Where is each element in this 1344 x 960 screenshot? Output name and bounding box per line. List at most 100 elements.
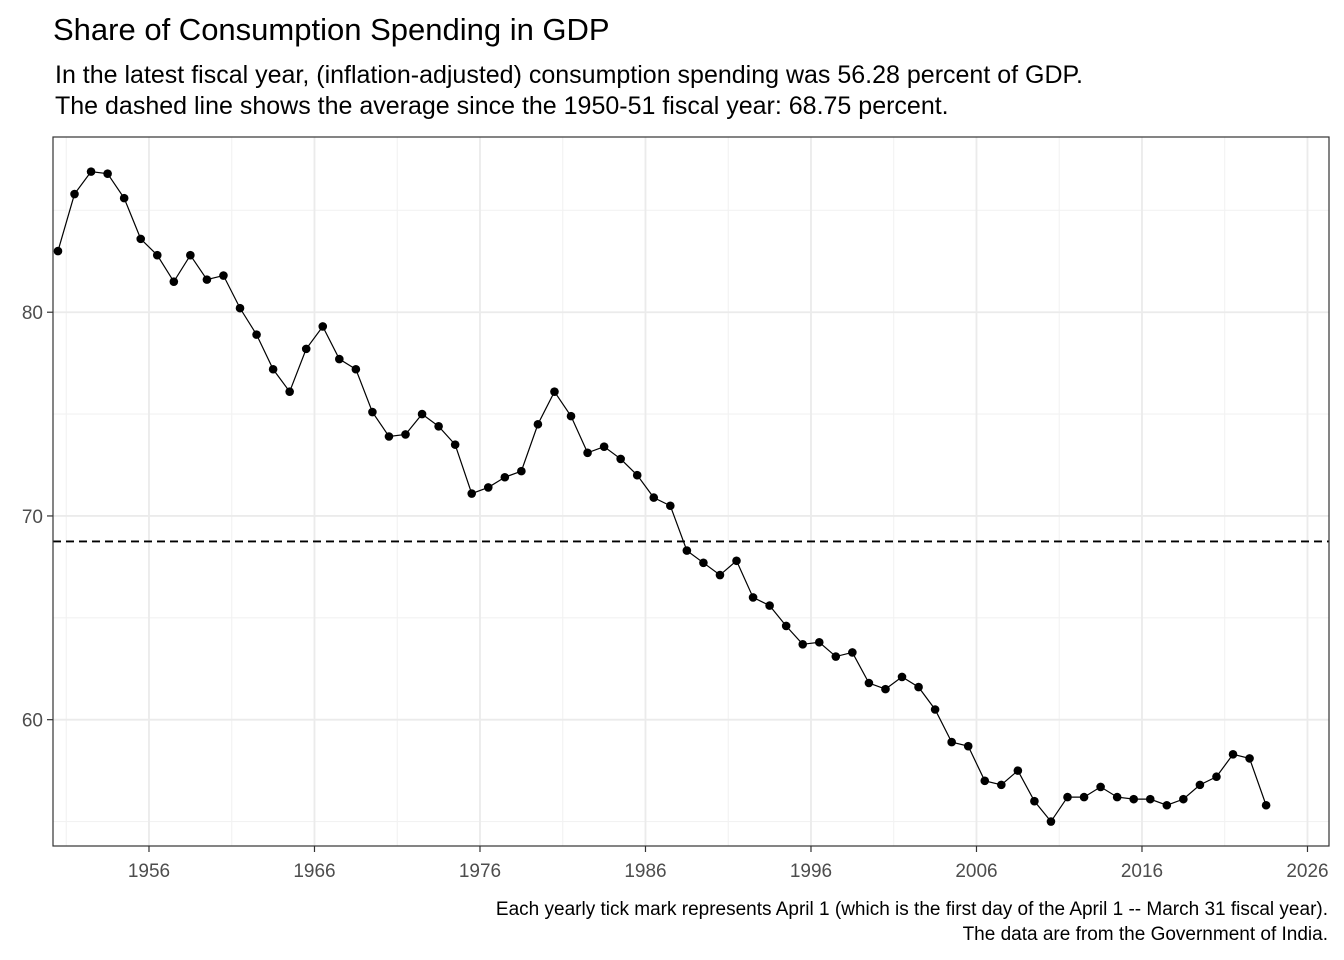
data-point bbox=[301, 344, 311, 354]
data-point bbox=[417, 409, 427, 419]
series-line-group bbox=[57, 171, 1267, 823]
data-point bbox=[1013, 766, 1023, 775]
data-point bbox=[533, 419, 543, 429]
data-point bbox=[1046, 817, 1056, 826]
data-point bbox=[1162, 800, 1172, 810]
data-point bbox=[351, 364, 361, 374]
data-point bbox=[335, 354, 344, 364]
data-point bbox=[483, 483, 493, 492]
panel-border bbox=[52, 136, 1330, 847]
y-tick-label: 70 bbox=[22, 507, 43, 528]
data-point bbox=[814, 637, 824, 647]
data-point bbox=[864, 678, 874, 688]
data-point bbox=[566, 411, 576, 421]
data-point bbox=[103, 169, 112, 178]
x-tick-label: 1986 bbox=[624, 861, 666, 882]
data-point bbox=[434, 422, 443, 431]
x-tick-label: 1996 bbox=[790, 861, 832, 882]
caption-line-2: The data are from the Government of Indi… bbox=[962, 924, 1328, 945]
axis-ticks bbox=[47, 311, 1309, 852]
data-point bbox=[748, 593, 758, 602]
data-point bbox=[1179, 794, 1188, 804]
data-point bbox=[632, 470, 642, 480]
data-point bbox=[1063, 792, 1072, 802]
data-point bbox=[1245, 754, 1254, 763]
data-point bbox=[550, 387, 559, 396]
data-point bbox=[881, 684, 890, 694]
data-point bbox=[368, 407, 377, 417]
data-point bbox=[268, 364, 278, 374]
data-point bbox=[517, 466, 526, 476]
data-point bbox=[202, 275, 212, 284]
data-point bbox=[152, 250, 162, 260]
data-point bbox=[765, 601, 774, 610]
data-point bbox=[666, 501, 675, 511]
data-point bbox=[70, 189, 79, 199]
y-tick-label: 60 bbox=[22, 711, 43, 732]
x-tick-label: 2016 bbox=[1121, 861, 1163, 882]
data-point bbox=[1129, 794, 1139, 804]
grid-minor bbox=[53, 137, 1329, 846]
caption-line-1: Each yearly tick mark represents April 1… bbox=[495, 899, 1328, 920]
chart-title: Share of Consumption Spending in GDP bbox=[53, 12, 610, 47]
data-point bbox=[963, 741, 973, 751]
data-point bbox=[500, 472, 510, 482]
data-point bbox=[136, 234, 146, 244]
data-point bbox=[169, 277, 179, 286]
data-point bbox=[1079, 792, 1089, 802]
data-point bbox=[1145, 794, 1155, 804]
data-point bbox=[252, 330, 261, 339]
data-point bbox=[1112, 792, 1122, 802]
data-point bbox=[980, 776, 990, 786]
data-point bbox=[599, 442, 609, 451]
x-tick-label: 1956 bbox=[128, 861, 170, 882]
y-tick-label: 80 bbox=[22, 303, 43, 324]
data-point bbox=[1212, 772, 1221, 782]
series-line bbox=[57, 171, 1267, 823]
data-point bbox=[53, 246, 63, 256]
data-point bbox=[831, 652, 841, 661]
data-point bbox=[119, 193, 129, 203]
x-tick-label: 2006 bbox=[955, 861, 997, 882]
data-point bbox=[1195, 780, 1205, 790]
data-point bbox=[914, 682, 923, 692]
data-point bbox=[649, 493, 659, 502]
subtitle-line-2: The dashed line shows the average since … bbox=[55, 92, 949, 120]
data-point bbox=[219, 271, 228, 280]
data-point bbox=[1030, 796, 1039, 806]
data-point bbox=[930, 705, 940, 714]
data-point bbox=[848, 648, 857, 657]
data-point bbox=[285, 387, 294, 396]
data-point bbox=[235, 303, 245, 313]
chart-subtitle: In the latest fiscal year, (inflation-ad… bbox=[55, 60, 1083, 122]
data-point bbox=[1261, 800, 1271, 810]
data-point bbox=[616, 454, 625, 464]
data-point bbox=[583, 448, 592, 458]
data-point bbox=[732, 556, 741, 566]
data-point bbox=[318, 322, 328, 331]
data-point bbox=[798, 640, 808, 649]
data-point bbox=[1228, 750, 1238, 759]
data-point bbox=[699, 558, 708, 568]
data-point bbox=[947, 737, 956, 747]
data-point bbox=[997, 780, 1006, 790]
x-tick-label: 1966 bbox=[293, 861, 335, 882]
x-tick-label: 2026 bbox=[1286, 861, 1328, 882]
data-point bbox=[715, 570, 725, 580]
data-point bbox=[467, 489, 477, 498]
grid-major bbox=[53, 137, 1329, 846]
data-point bbox=[450, 440, 460, 449]
data-point bbox=[186, 250, 195, 260]
data-point bbox=[1096, 782, 1105, 792]
series-points-group bbox=[53, 167, 1271, 826]
chart-caption: Each yearly tick mark represents April 1… bbox=[496, 897, 1328, 947]
data-point bbox=[384, 432, 394, 441]
data-point bbox=[682, 546, 692, 555]
subtitle-line-1: In the latest fiscal year, (inflation-ad… bbox=[55, 61, 1083, 89]
x-tick-label: 1976 bbox=[459, 861, 501, 882]
data-point bbox=[401, 430, 410, 439]
data-point bbox=[86, 167, 96, 176]
data-point bbox=[781, 621, 791, 631]
axis-tick-labels: 1956 1966 1976 1986 1996 2006 2016 2026 60 70 80 bbox=[22, 303, 1329, 882]
